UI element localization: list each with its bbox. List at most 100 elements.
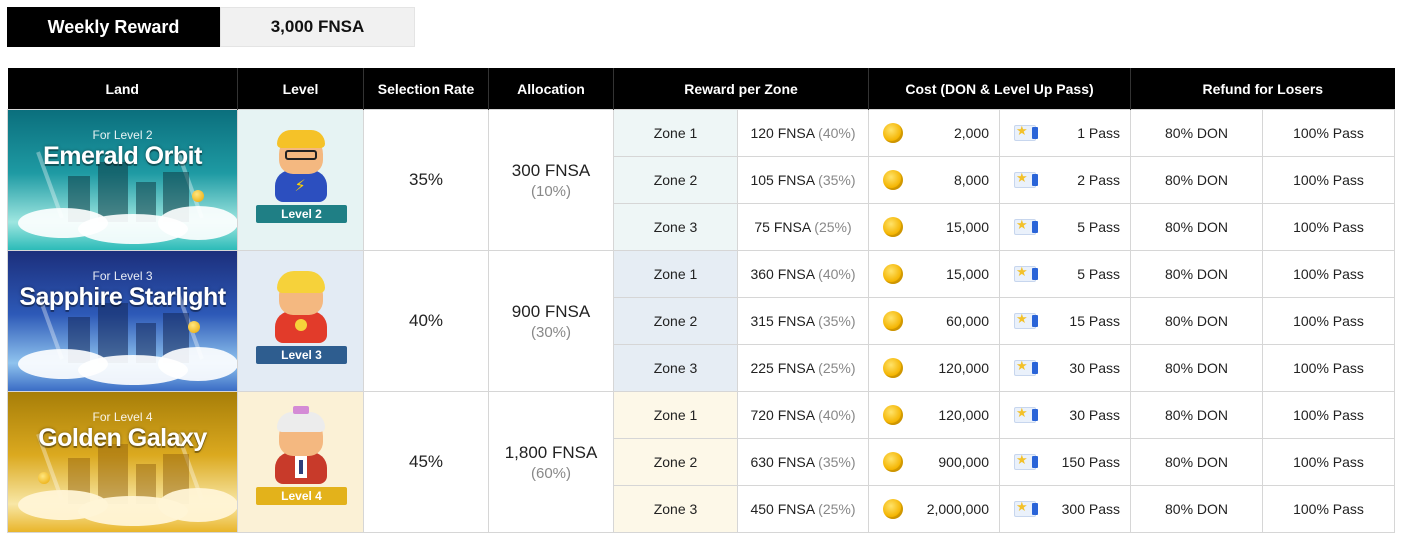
cost-don: 120,000 [868, 391, 1000, 439]
level-up-pass-icon: ★ [1014, 452, 1038, 470]
allocation: 1,800 FNSA (60%) [488, 391, 614, 533]
level-cell: Level 4 [237, 391, 364, 533]
cost-don: 8,000 [868, 156, 1000, 204]
level-up-pass-icon: ★ [1014, 123, 1038, 141]
table-row: Zone 2 630 FNSA (35%) 900,000 ★ 150 Pass … [8, 438, 1396, 486]
land-name: Sapphire Starlight [19, 283, 226, 311]
refund-pass: 100% Pass [1262, 203, 1396, 251]
level-cell: Level 3 [237, 250, 364, 392]
refund-pass: 100% Pass [1262, 156, 1396, 204]
zone-label: Zone 2 [613, 156, 738, 204]
sapphire-starlight-banner: For Level 3 Sapphire Starlight [8, 251, 237, 391]
table-row: Zone 3 75 FNSA (25%) 15,000 ★ 5 Pass 80% … [8, 203, 1396, 251]
zone-reward: 75 FNSA (25%) [737, 203, 869, 251]
gold-coin-icon [883, 217, 903, 237]
allocation: 900 FNSA (30%) [488, 250, 614, 392]
refund-don: 80% DON [1130, 250, 1264, 298]
zone-reward: 315 FNSA (35%) [737, 297, 869, 345]
cost-don: 2,000,000 [868, 485, 1000, 533]
emerald-orbit-banner: For Level 2 Emerald Orbit [8, 110, 237, 250]
cost-pass: ★ 300 Pass [998, 485, 1132, 533]
refund-don: 80% DON [1130, 438, 1264, 486]
level-up-pass-icon: ★ [1014, 170, 1038, 188]
gold-coin-icon [883, 405, 903, 425]
refund-pass: 100% Pass [1262, 391, 1396, 439]
zone-reward: 720 FNSA (40%) [737, 391, 869, 439]
level-badge: Level 4 [256, 487, 347, 505]
allocation-percent: (10%) [530, 182, 571, 200]
zone-reward: 120 FNSA (40%) [737, 109, 869, 157]
level-cell: ⚡ Level 2 [237, 109, 364, 251]
table-row: Zone 2 315 FNSA (35%) 60,000 ★ 15 Pass 80… [8, 297, 1396, 345]
cost-pass: ★ 30 Pass [998, 391, 1132, 439]
cost-don: 15,000 [868, 203, 1000, 251]
zone-label: Zone 3 [613, 485, 738, 533]
level-up-pass-icon: ★ [1014, 311, 1038, 329]
allocation-amount: 900 FNSA [511, 301, 591, 321]
refund-don: 80% DON [1130, 391, 1264, 439]
zone-label: Zone 2 [613, 438, 738, 486]
header-land: Land [7, 68, 238, 110]
refund-don: 80% DON [1130, 156, 1264, 204]
reward-table: Land Level Selection Rate Allocation Rew… [7, 68, 1396, 533]
character-avatar [269, 406, 333, 492]
level-up-pass-icon: ★ [1014, 499, 1038, 517]
selection-rate: 45% [363, 391, 489, 533]
header-cost: Cost (DON & Level Up Pass) [867, 68, 1131, 110]
table-row: For Level 4 Golden Galaxy Level 4 45% 1,… [7, 391, 1396, 533]
cost-pass: ★ 5 Pass [998, 250, 1132, 298]
for-level-text: For Level 3 [92, 269, 153, 283]
refund-pass: 100% Pass [1262, 109, 1396, 157]
refund-pass: 100% Pass [1262, 297, 1396, 345]
refund-pass: 100% Pass [1262, 344, 1396, 392]
refund-don: 80% DON [1130, 344, 1264, 392]
land-emerald-orbit[interactable]: For Level 2 Emerald Orbit [7, 109, 238, 251]
zone-label: Zone 1 [613, 391, 738, 439]
selection-rate: 35% [363, 109, 489, 251]
allocation: 300 FNSA (10%) [488, 109, 614, 251]
gold-coin-icon [883, 123, 903, 143]
weekly-reward-label: Weekly Reward [7, 7, 220, 47]
refund-don: 80% DON [1130, 297, 1264, 345]
header-refund: Refund for Losers [1130, 68, 1395, 110]
cost-pass: ★ 15 Pass [998, 297, 1132, 345]
allocation-percent: (60%) [530, 464, 571, 482]
land-sapphire-starlight[interactable]: For Level 3 Sapphire Starlight [7, 250, 238, 392]
allocation-percent: (30%) [530, 323, 571, 341]
cost-don: 15,000 [868, 250, 1000, 298]
cost-pass: ★ 2 Pass [998, 156, 1132, 204]
level-up-pass-icon: ★ [1014, 264, 1038, 282]
selection-rate: 40% [363, 250, 489, 392]
refund-pass: 100% Pass [1262, 438, 1396, 486]
table-row: For Level 3 Sapphire Starlight Level 3 4… [7, 250, 1396, 392]
zone-label: Zone 1 [613, 109, 738, 157]
cost-pass: ★ 1 Pass [998, 109, 1132, 157]
allocation-amount: 300 FNSA [511, 160, 591, 180]
allocation-amount: 1,800 FNSA [504, 442, 598, 462]
gold-coin-icon [883, 499, 903, 519]
refund-pass: 100% Pass [1262, 250, 1396, 298]
table-row: For Level 2 Emerald Orbit ⚡ Level 2 35% … [7, 109, 1396, 251]
cost-pass: ★ 5 Pass [998, 203, 1132, 251]
header-level: Level [237, 68, 364, 110]
gold-coin-icon [883, 452, 903, 472]
header-selection-rate: Selection Rate [363, 68, 489, 110]
land-name: Emerald Orbit [43, 142, 202, 170]
gold-coin-icon [883, 358, 903, 378]
cost-don: 900,000 [868, 438, 1000, 486]
level-up-pass-icon: ★ [1014, 217, 1038, 235]
cost-don: 120,000 [868, 344, 1000, 392]
table-header-row: Land Level Selection Rate Allocation Rew… [7, 68, 1395, 110]
land-name: Golden Galaxy [38, 424, 207, 452]
land-golden-galaxy[interactable]: For Level 4 Golden Galaxy [7, 391, 238, 533]
refund-pass: 100% Pass [1262, 485, 1396, 533]
refund-don: 80% DON [1130, 203, 1264, 251]
weekly-reward-value: 3,000 FNSA [220, 7, 415, 47]
zone-reward: 360 FNSA (40%) [737, 250, 869, 298]
zone-reward: 225 FNSA (25%) [737, 344, 869, 392]
refund-don: 80% DON [1130, 109, 1264, 157]
header-reward-per-zone: Reward per Zone [613, 68, 869, 110]
character-avatar [269, 271, 333, 351]
level-badge: Level 2 [256, 205, 347, 223]
zone-label: Zone 2 [613, 297, 738, 345]
